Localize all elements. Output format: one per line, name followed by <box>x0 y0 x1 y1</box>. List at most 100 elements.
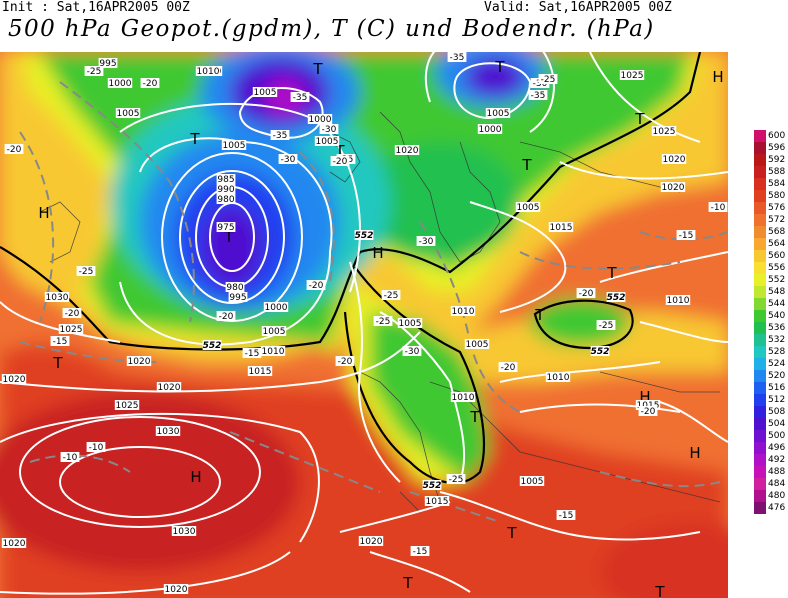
isobar-label: 1025 <box>621 71 644 81</box>
isobar-label: 1005 <box>254 88 277 98</box>
colorbar-label: 488 <box>768 467 786 477</box>
isotherm-label: -35 <box>273 131 288 141</box>
colorbar-label: 496 <box>768 443 786 453</box>
colorbar-cell <box>754 226 766 238</box>
colorbar-cell <box>754 454 766 466</box>
high-center: H <box>639 388 650 406</box>
colorbar-label: 480 <box>768 491 786 501</box>
low-center: T <box>52 354 63 372</box>
isobar-label: 1020 <box>3 539 26 549</box>
isobar-label: 1005 <box>117 109 140 119</box>
low-center: T <box>402 574 413 592</box>
colorbar-cell <box>754 190 766 202</box>
colorbar-cell <box>754 142 766 154</box>
colorbar-label: 536 <box>768 323 786 333</box>
contour-552 <box>0 52 702 484</box>
colorbar-label: 548 <box>768 287 786 297</box>
isobar-label: 980 <box>226 283 243 293</box>
isotherm-label: -15 <box>559 511 574 521</box>
isotherm-label: -20 <box>309 281 324 291</box>
colorbar-cell <box>754 286 766 298</box>
isotherm-label: -25 <box>87 67 102 77</box>
isobar-label: 1005 <box>521 477 544 487</box>
isobars <box>0 52 728 595</box>
isobar-label: 1020 <box>128 357 151 367</box>
init-time: Init : Sat,16APR2005 00Z <box>2 0 190 15</box>
isotherms <box>19 81 728 523</box>
low-center: T <box>521 156 532 174</box>
colorbar-label: 600 <box>768 131 786 141</box>
isotherm-label: -25 <box>541 75 556 85</box>
colorbar-label: 596 <box>768 143 786 153</box>
colorbar-label: 520 <box>768 371 786 381</box>
isobar-label: 1005 <box>466 340 489 350</box>
isobar-label: 1000 <box>265 303 288 313</box>
low-center: T <box>634 110 645 128</box>
isobar-label: 1020 <box>662 183 685 193</box>
isobar-label: 1025 <box>653 127 676 137</box>
isotherm-label: -20 <box>219 312 234 322</box>
low-center: T <box>223 228 234 246</box>
colorbar-label: 524 <box>768 359 786 369</box>
colorbar-cell <box>754 370 766 382</box>
isotherm-label: -35 <box>450 53 465 63</box>
isotherm-label: -30 <box>322 125 337 135</box>
isobar-labels: 995 1000 1005 1010 1005 1005 1000 1005 1020 1010 1… <box>1 58 691 595</box>
colorbar-cell <box>754 310 766 322</box>
colorbar-label: 572 <box>768 215 786 225</box>
high-center: H <box>38 204 49 222</box>
gpdm-label: 552 <box>607 293 626 303</box>
isobar-label: 1015 <box>249 367 272 377</box>
isobar-label: 1005 <box>487 109 510 119</box>
colorbar-label: 512 <box>768 395 786 405</box>
colorbar-cell <box>754 214 766 226</box>
isotherm-label: -30 <box>419 237 434 247</box>
colorbar-label: 588 <box>768 167 786 177</box>
low-center: T <box>654 583 665 598</box>
isobar-label: 975 <box>217 223 234 233</box>
isotherm-label: -15 <box>53 337 68 347</box>
colorbar-cell <box>754 178 766 190</box>
colorbar-cell <box>754 262 766 274</box>
colorbar-label: 492 <box>768 455 786 465</box>
gpdm-label: 552 <box>591 347 610 357</box>
colorbar-cell <box>754 442 766 454</box>
isobar-label: 1000 <box>109 79 132 89</box>
isobar-label: 1005 <box>263 327 286 337</box>
colorbar-cell <box>754 154 766 166</box>
isotherm-label: -20 <box>641 407 656 417</box>
colorbar-label: 476 <box>768 503 786 513</box>
colorbar-cell <box>754 466 766 478</box>
colorbar-cell <box>754 238 766 250</box>
colorbar-cell <box>754 418 766 430</box>
isobar-label: 1010 <box>547 373 570 383</box>
colorbar-cell <box>754 202 766 214</box>
isobar-label: 1010 <box>262 347 285 357</box>
colorbar-cell <box>754 358 766 370</box>
isobar-label: 1020 <box>3 375 26 385</box>
isotherm-label: -10 <box>89 443 104 453</box>
isobar-label: 1000 <box>309 115 332 125</box>
isobar-label: 1020 <box>360 537 383 547</box>
isobar-label: 1000 <box>479 125 502 135</box>
isotherm-label: -20 <box>143 79 158 89</box>
isotherm-label: -25 <box>79 267 94 277</box>
colorbar-label: 576 <box>768 203 786 213</box>
isobar-label: 1030 <box>46 293 69 303</box>
colorbar-cell <box>754 346 766 358</box>
colorbar-label: 552 <box>768 275 786 285</box>
isotherm-label: -15 <box>679 231 694 241</box>
gpdm-label: 552 <box>355 231 374 241</box>
colorbar-label: 592 <box>768 155 786 165</box>
low-center: T <box>606 264 617 282</box>
high-center: H <box>372 244 383 262</box>
colorbar-cell <box>754 394 766 406</box>
colorbar-cell <box>754 478 766 490</box>
isobar-label: 1010 <box>667 296 690 306</box>
isotherm-label: -10 <box>711 203 726 213</box>
colorbar-cell <box>754 274 766 286</box>
colorbar-label: 504 <box>768 419 786 429</box>
geopotential-labels: 552 552 552 552 552 <box>202 230 626 491</box>
colorbar-label: 532 <box>768 335 786 345</box>
isobar-label: 1020 <box>158 383 181 393</box>
